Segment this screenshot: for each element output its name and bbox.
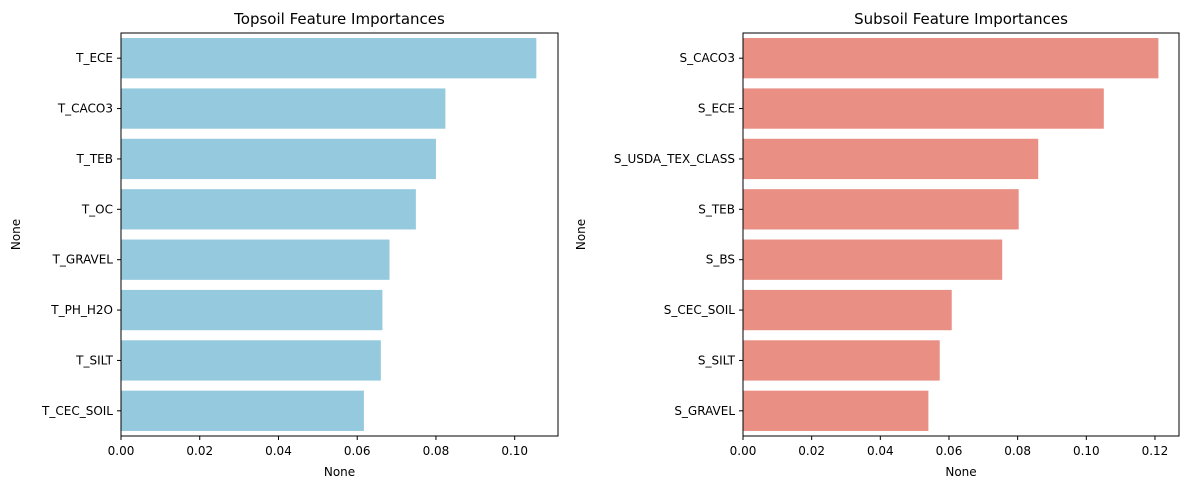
subsoil-bar-s-ece [743, 88, 1104, 129]
topsoil-bar-t-caco3 [121, 88, 446, 129]
topsoil-bar-t-oc [121, 189, 416, 230]
topsoil-ytick-label: T_PH_H2O [50, 303, 113, 317]
subsoil-bar-s-bs [743, 239, 1003, 280]
topsoil-xtick-label: 0.10 [501, 444, 528, 458]
subsoil-bar-s-usda-tex-class [743, 138, 1039, 180]
topsoil-ytick-label: T_TEB [76, 152, 113, 166]
subsoil-chart-panel: S_CACO3 S_ECE S_USDA_TEX_CLASS S_TEB S_BS S_C… [574, 10, 1180, 479]
subsoil-ytick-label: S_ECE [698, 102, 735, 116]
topsoil-ytick-label: T_CEC_SOIL [41, 404, 113, 418]
topsoil-bar-t-ece [121, 38, 537, 79]
subsoil-ytick-label: S_GRAVEL [674, 404, 735, 418]
topsoil-x-axis-label: None [324, 465, 355, 479]
subsoil-bar-s-cec-soil [743, 289, 952, 331]
topsoil-axes-frame [120, 32, 559, 437]
topsoil-xtick-label: 0.02 [186, 444, 213, 458]
subsoil-ytick-label: S_CACO3 [680, 51, 735, 65]
topsoil-chart-title: Topsoil Feature Importances [233, 10, 445, 28]
topsoil-bar-t-silt [121, 340, 381, 381]
subsoil-xtick-label: 0.02 [798, 444, 825, 458]
topsoil-chart-panel: T_ECE T_CACO3 T_TEB T_OC T_GRAVEL T_PH_H2O T_S… [9, 10, 559, 479]
subsoil-chart-title: Subsoil Feature Importances [854, 10, 1068, 28]
subsoil-axes-frame [742, 32, 1180, 437]
topsoil-ytick-label: T_SILT [75, 353, 114, 367]
topsoil-bar-t-cec-soil [121, 390, 364, 431]
subsoil-ytick-label: S_CEC_SOIL [664, 303, 736, 317]
topsoil-bar-t-ph-h2o [121, 289, 383, 331]
subsoil-ytick-label: S_USDA_TEX_CLASS [614, 152, 735, 166]
topsoil-y-axis-label: None [9, 219, 23, 250]
subsoil-xtick-label: 0.10 [1073, 444, 1100, 458]
subsoil-ytick-label: S_TEB [698, 202, 735, 216]
subsoil-bar-s-gravel [743, 390, 929, 431]
topsoil-bar-t-teb [121, 138, 436, 180]
subsoil-ytick-label: S_SILT [698, 353, 736, 367]
subsoil-x-axis-label: None [945, 465, 976, 479]
subsoil-bar-s-caco3 [743, 38, 1159, 79]
topsoil-ytick-label: T_ECE [75, 51, 113, 65]
topsoil-xtick-label: 0.08 [423, 444, 450, 458]
subsoil-bar-s-silt [743, 340, 940, 381]
subsoil-xtick-label: 0.00 [730, 444, 757, 458]
subsoil-xtick-label: 0.04 [867, 444, 894, 458]
topsoil-xtick-label: 0.00 [108, 444, 135, 458]
topsoil-xtick-label: 0.04 [265, 444, 292, 458]
topsoil-ytick-label: T_GRAVEL [52, 253, 114, 267]
subsoil-xtick-label: 0.08 [1004, 444, 1031, 458]
topsoil-ytick-label: T_CACO3 [57, 102, 113, 116]
topsoil-xtick-label: 0.06 [344, 444, 371, 458]
subsoil-xtick-label: 0.06 [936, 444, 963, 458]
topsoil-bar-t-gravel [121, 239, 390, 280]
subsoil-xtick-label: 0.12 [1142, 444, 1169, 458]
subsoil-ytick-label: S_BS [706, 253, 735, 267]
subsoil-bar-s-teb [743, 189, 1019, 230]
topsoil-ytick-label: T_OC [81, 202, 113, 216]
subsoil-y-axis-label: None [574, 219, 588, 250]
